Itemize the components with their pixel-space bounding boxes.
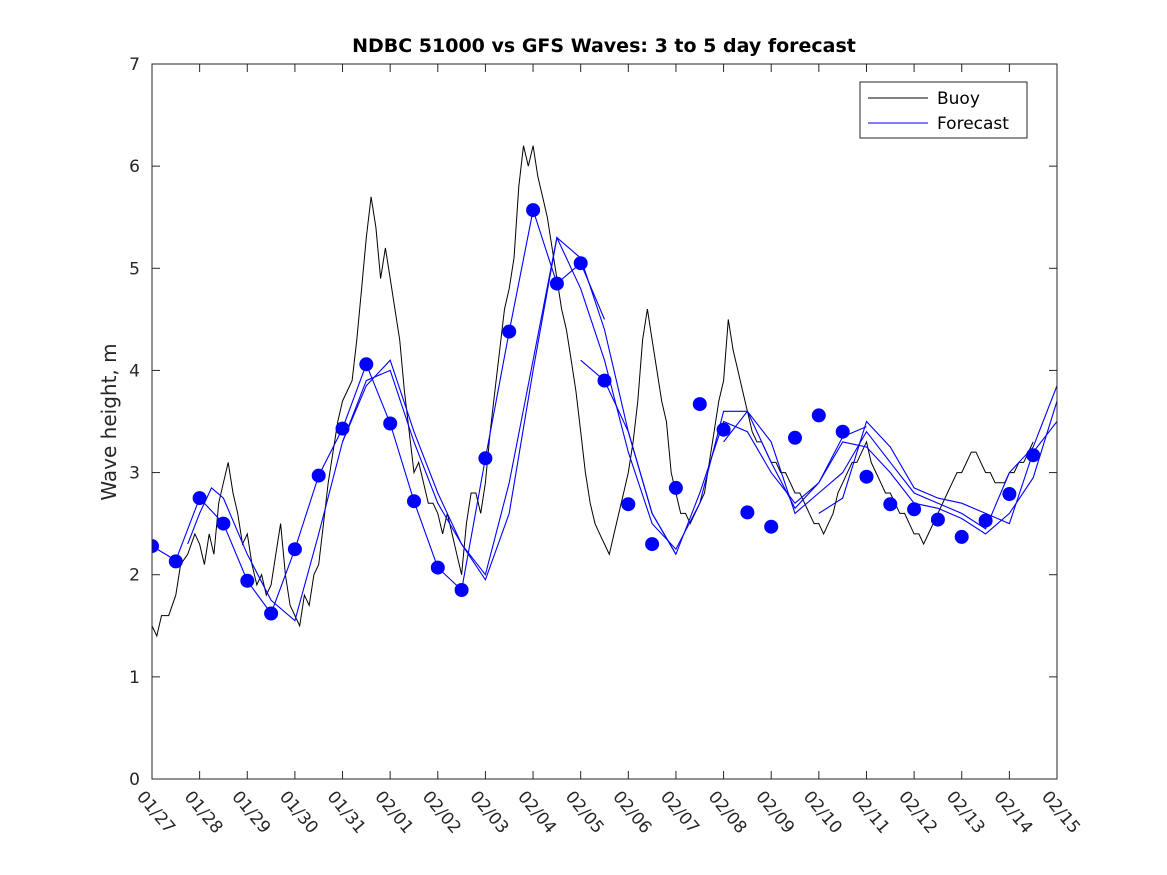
forecast-marker <box>264 606 279 621</box>
forecast-marker <box>430 560 445 575</box>
y-tick-label: 2 <box>129 566 140 586</box>
forecast-marker <box>240 573 255 588</box>
forecast-marker <box>978 513 993 528</box>
forecast-marker <box>526 203 541 218</box>
forecast-series-line-1 <box>152 207 606 615</box>
y-tick-label: 5 <box>129 259 140 279</box>
forecast-marker <box>645 537 660 552</box>
plot-area <box>152 145 1057 638</box>
forecast-marker <box>930 512 945 527</box>
y-tick-label: 0 <box>129 770 140 790</box>
forecast-marker <box>859 469 874 484</box>
forecast-marker <box>811 408 826 423</box>
forecast-series-line-6 <box>818 420 1057 525</box>
y-tick-label: 7 <box>129 55 140 75</box>
forecast-marker <box>716 422 731 437</box>
forecast-marker <box>454 583 469 597</box>
forecast-marker <box>192 491 207 506</box>
forecast-marker <box>597 373 612 388</box>
forecast-series-line-3 <box>341 235 867 576</box>
legend-box <box>859 81 1028 139</box>
forecast-marker <box>788 430 802 445</box>
forecast-marker <box>335 421 350 436</box>
y-axis-label: Wave height, m <box>97 343 121 500</box>
forecast-series-line-5 <box>723 385 1057 530</box>
forecast-marker <box>835 424 850 439</box>
forecast-marker <box>573 256 588 271</box>
forecast-marker <box>359 357 374 372</box>
forecast-marker <box>478 451 493 466</box>
forecast-marker <box>152 539 159 554</box>
y-tick-label: 1 <box>129 668 140 688</box>
forecast-marker <box>1002 487 1017 501</box>
forecast-marker <box>549 276 564 291</box>
forecast-series-line-2 <box>187 236 677 622</box>
chart-title: NDBC 51000 vs GFS Waves: 3 to 5 day fore… <box>352 35 856 57</box>
forecast-marker <box>907 502 922 517</box>
forecast-marker <box>311 468 326 483</box>
forecast-marker <box>1026 448 1041 463</box>
forecast-marker <box>621 497 636 512</box>
legend: Buoy Forecast <box>859 81 1028 139</box>
legend-buoy-label: Buoy <box>937 89 980 109</box>
y-tick-label: 3 <box>129 464 140 484</box>
axes-box <box>151 63 1058 780</box>
forecast-marker <box>692 397 707 412</box>
forecast-marker <box>502 324 517 339</box>
forecast-marker <box>216 516 231 531</box>
forecast-marker <box>287 542 302 557</box>
forecast-marker <box>883 497 898 512</box>
forecast-series-line-4 <box>580 359 1057 556</box>
y-tick-label: 6 <box>129 157 140 177</box>
forecast-marker <box>668 480 683 495</box>
y-tick-label: 4 <box>129 361 140 381</box>
forecast-marker <box>740 505 755 520</box>
forecast-marker <box>954 529 969 544</box>
forecast-marker <box>383 416 398 431</box>
forecast-marker <box>407 494 421 509</box>
legend-forecast-label: Forecast <box>937 114 1009 134</box>
buoy-series-line <box>152 145 1034 638</box>
forecast-marker <box>764 519 779 534</box>
forecast-marker <box>168 554 183 569</box>
